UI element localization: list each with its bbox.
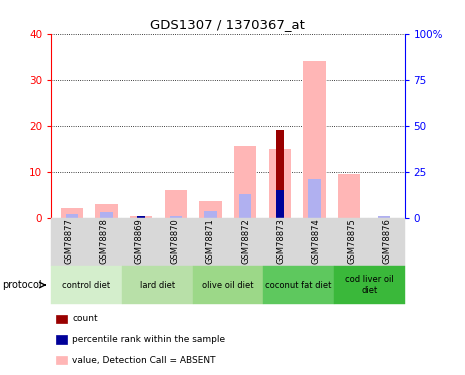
Text: GSM78871: GSM78871 (206, 219, 215, 264)
Bar (138, 216, 145, 217)
Text: GSM78876: GSM78876 (382, 219, 392, 264)
Bar (170, 216, 182, 217)
Bar (303, 61, 326, 217)
Text: GSM78877: GSM78877 (64, 219, 73, 264)
Bar (308, 179, 321, 218)
Bar (234, 146, 256, 218)
Text: GSM78874: GSM78874 (312, 219, 321, 264)
Bar (165, 190, 187, 217)
Bar (204, 210, 217, 218)
Text: GSM78869: GSM78869 (135, 219, 144, 264)
Text: count: count (72, 314, 98, 323)
Text: GSM78878: GSM78878 (100, 219, 109, 264)
Bar (130, 216, 153, 217)
Bar (95, 204, 118, 218)
Bar (338, 174, 360, 217)
Text: control diet: control diet (62, 280, 111, 290)
Bar (378, 216, 390, 217)
Text: GSM78872: GSM78872 (241, 219, 250, 264)
Text: GSM78873: GSM78873 (276, 219, 286, 264)
Text: value, Detection Call = ABSENT: value, Detection Call = ABSENT (72, 356, 216, 364)
Bar (269, 148, 291, 217)
Bar (100, 212, 113, 217)
Text: olive oil diet: olive oil diet (202, 280, 253, 290)
Bar (276, 130, 284, 218)
Bar (199, 201, 222, 217)
Text: percentile rank within the sample: percentile rank within the sample (72, 335, 225, 344)
Bar (60, 209, 83, 218)
Bar (276, 190, 284, 217)
Text: GSM78875: GSM78875 (347, 219, 356, 264)
Text: lard diet: lard diet (140, 280, 175, 290)
Bar (239, 194, 252, 217)
Text: GSM78870: GSM78870 (170, 219, 179, 264)
Text: protocol: protocol (2, 280, 42, 290)
Title: GDS1307 / 1370367_at: GDS1307 / 1370367_at (150, 18, 306, 31)
Text: cod liver oil
diet: cod liver oil diet (345, 275, 393, 295)
Text: coconut fat diet: coconut fat diet (266, 280, 332, 290)
Bar (66, 214, 78, 217)
